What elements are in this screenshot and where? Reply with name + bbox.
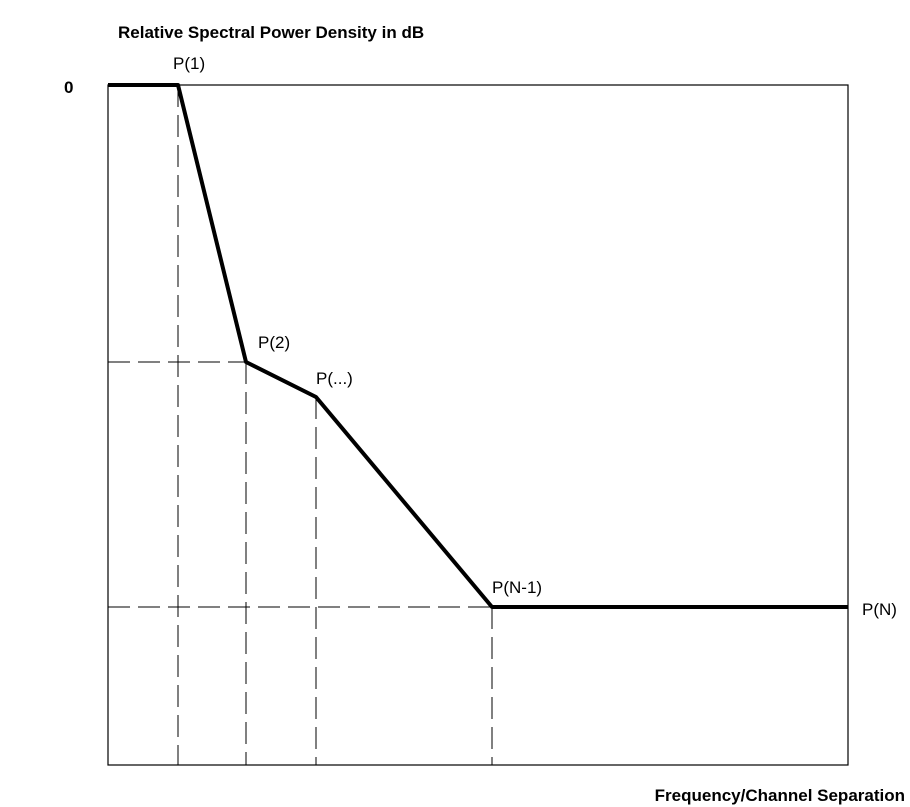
point-label: P(1) [173,54,205,73]
point-label: P(N-1) [492,578,542,597]
guide-lines [108,85,493,765]
y-axis-label: Relative Spectral Power Density in dB [118,23,424,42]
x-axis-label: Frequency/Channel Separation [655,786,905,805]
point-label: P(2) [258,333,290,352]
plot-frame [107,84,849,766]
point-label: P(N) [862,600,897,619]
mask-line [108,83,848,609]
point-label: P(...) [316,369,353,388]
y-origin-label: 0 [64,78,73,97]
